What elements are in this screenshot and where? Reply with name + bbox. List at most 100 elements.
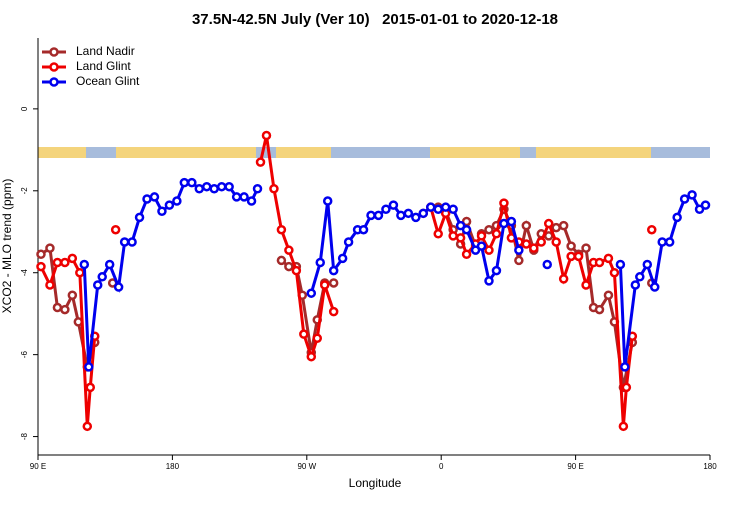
data-point	[84, 362, 94, 372]
data-point	[491, 265, 502, 276]
data-point	[647, 224, 657, 235]
data-point	[642, 259, 653, 270]
data-point	[328, 265, 339, 276]
data-point	[328, 278, 339, 288]
data-point	[529, 243, 539, 253]
data-point	[172, 196, 182, 206]
data-point	[448, 231, 458, 241]
data-point	[455, 220, 466, 231]
data-point	[381, 204, 391, 214]
data-point	[306, 288, 317, 298]
data-point	[276, 224, 287, 235]
data-point	[649, 282, 660, 292]
data-point	[67, 253, 78, 264]
data-point	[657, 237, 667, 247]
y-tick-label: 0	[20, 106, 29, 111]
data-point	[343, 237, 354, 247]
data-point	[551, 237, 561, 247]
data-point	[104, 259, 115, 270]
legend-marker	[49, 47, 59, 57]
data-point	[615, 259, 626, 270]
data-point	[92, 280, 103, 290]
data-point	[312, 333, 323, 344]
data-point	[621, 382, 632, 393]
data-point	[299, 329, 309, 339]
data-point	[52, 302, 63, 313]
data-point	[630, 280, 641, 290]
data-point	[36, 261, 46, 272]
data-point	[566, 251, 576, 262]
data-point	[45, 243, 55, 253]
data-point	[543, 218, 554, 229]
data-point	[551, 222, 561, 233]
data-point	[164, 200, 175, 210]
data-point	[255, 157, 266, 167]
data-point	[581, 280, 591, 290]
data-point	[73, 317, 84, 327]
data-point	[470, 245, 481, 255]
data-point	[252, 183, 263, 194]
data-point	[113, 282, 124, 292]
legend-label: Land Nadir	[76, 44, 135, 58]
data-point	[82, 421, 93, 432]
data-point	[60, 257, 70, 268]
data-point	[594, 304, 605, 315]
data-point	[85, 382, 96, 393]
data-point	[322, 196, 333, 206]
data-point	[448, 204, 458, 214]
data-point	[52, 257, 63, 268]
x-tick-label: 90 W	[297, 462, 316, 471]
data-point	[700, 200, 711, 210]
data-point	[388, 200, 399, 210]
data-point	[664, 237, 675, 247]
y-tick-label: -6	[20, 351, 29, 359]
x-tick-label: 90 E	[567, 462, 583, 471]
data-point	[491, 229, 502, 239]
data-point	[269, 183, 279, 194]
data-point	[134, 212, 145, 223]
data-point	[618, 421, 629, 432]
legend-label: Ocean Glint	[76, 74, 140, 88]
data-point	[440, 202, 451, 212]
data-point	[187, 177, 197, 188]
data-point	[79, 259, 90, 270]
data-point	[157, 206, 167, 217]
data-point	[411, 212, 421, 223]
data-point	[418, 208, 429, 219]
data-point	[149, 192, 160, 202]
data-point	[672, 212, 682, 223]
data-point	[694, 204, 705, 214]
data-point	[291, 265, 302, 276]
data-point	[337, 253, 348, 264]
legend-marker	[49, 62, 59, 72]
data-point	[127, 237, 137, 247]
data-point	[484, 224, 494, 235]
map-strip	[38, 147, 710, 158]
data-point	[566, 241, 576, 251]
data-point	[425, 202, 436, 212]
data-point	[581, 243, 591, 253]
data-point	[521, 239, 532, 249]
x-axis-label: Longitude	[349, 476, 402, 490]
data-point	[373, 210, 384, 221]
x-tick-label: 0	[439, 462, 444, 471]
data-point	[119, 237, 130, 247]
data-point	[484, 276, 494, 286]
data-point	[358, 224, 369, 235]
data-point	[594, 257, 605, 268]
x-tick-label: 180	[166, 462, 180, 471]
x-tick-label: 90 E	[30, 462, 46, 471]
data-point	[461, 224, 472, 235]
data-point	[201, 181, 212, 192]
data-point	[542, 259, 552, 270]
legend-label: Land Glint	[76, 59, 131, 73]
data-point	[319, 280, 330, 290]
data-point	[224, 181, 234, 192]
data-point	[558, 274, 569, 284]
data-point	[558, 220, 569, 231]
data-point	[194, 183, 205, 194]
data-point	[306, 351, 317, 362]
data-point	[403, 208, 414, 219]
